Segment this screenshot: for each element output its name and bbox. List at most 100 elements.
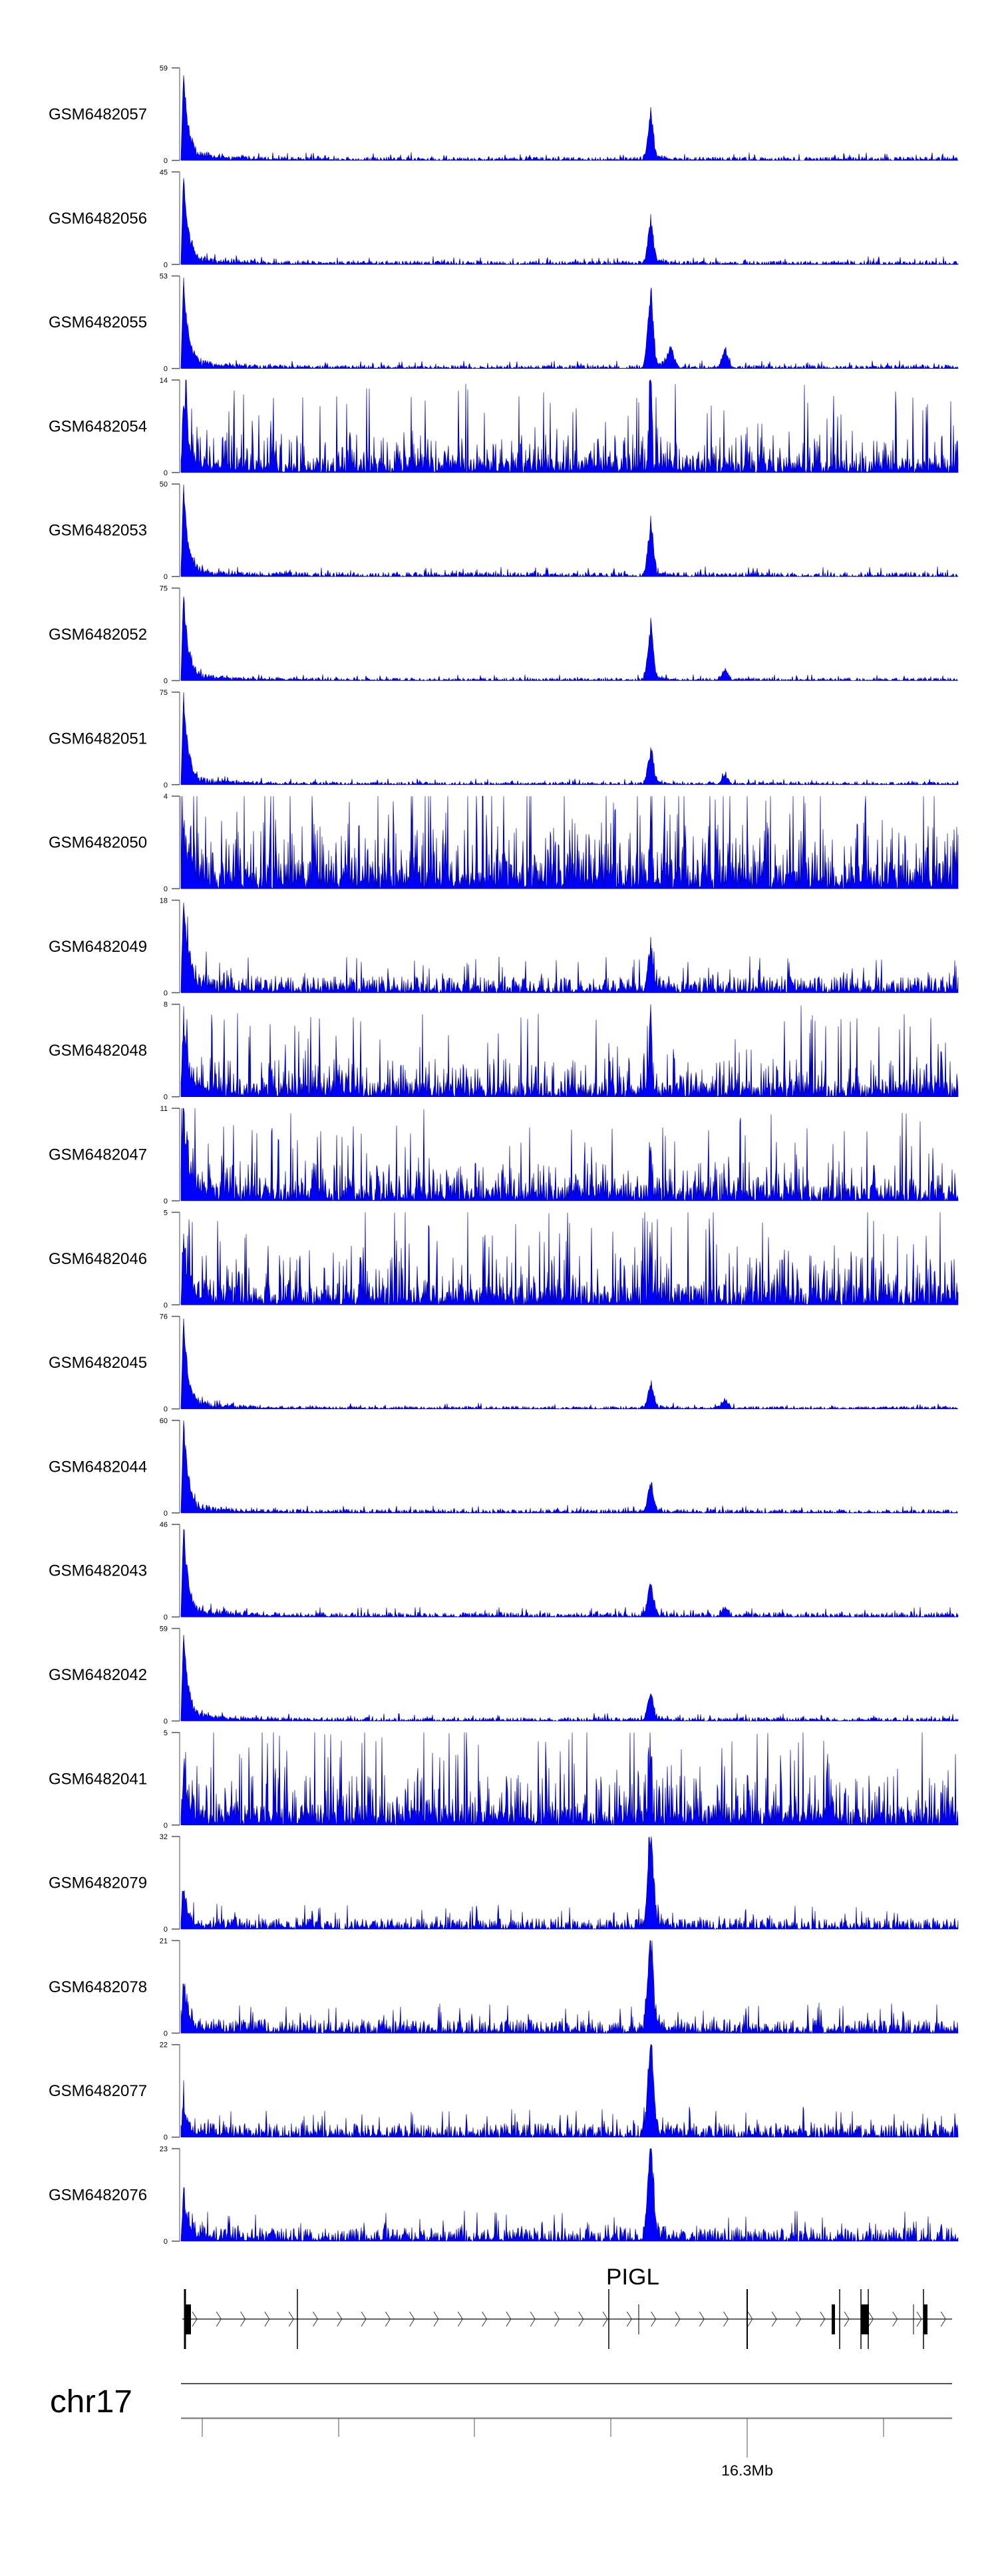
track-GSM6482078: GSM6482078 21 0 (49, 1937, 959, 2038)
signal-area (180, 1318, 959, 1410)
signal-area (180, 379, 959, 473)
strand-chevron-icon (288, 2311, 294, 2327)
y-max-label: 18 (160, 897, 168, 905)
signal-area (180, 1836, 959, 1930)
track-GSM6482046: GSM6482046 5 0 (49, 1209, 959, 1309)
track-GSM6482045: GSM6482045 76 0 (49, 1313, 959, 1414)
exon-box (923, 2304, 927, 2334)
track-GSM6482042: GSM6482042 59 0 (49, 1625, 959, 1726)
y-max-label: 59 (160, 1625, 168, 1633)
track-label: GSM6482078 (49, 1978, 147, 1996)
y-max-label: 76 (160, 1313, 168, 1321)
track-GSM6482055: GSM6482055 53 0 (49, 273, 959, 373)
signal-area (180, 2148, 959, 2243)
y-max-label: 46 (160, 1521, 168, 1529)
y-zero-label: 0 (164, 1510, 168, 1518)
y-zero-label: 0 (164, 573, 168, 581)
signal-area (180, 1108, 959, 1202)
exon-box (832, 2304, 835, 2334)
strand-chevron-icon (771, 2311, 777, 2327)
strand-chevron-icon (675, 2311, 681, 2327)
signal-area (180, 1635, 959, 1722)
y-max-label: 32 (160, 1833, 168, 1841)
y-zero-label: 0 (164, 2238, 168, 2246)
signal-area (180, 2044, 959, 2138)
strand-chevron-icon (337, 2311, 343, 2327)
track-label: GSM6482042 (49, 1666, 147, 1684)
track-label: GSM6482048 (49, 1042, 147, 1060)
track-GSM6482043: GSM6482043 46 0 (49, 1521, 959, 1621)
y-zero-label: 0 (164, 1094, 168, 1102)
y-zero-label: 0 (164, 1613, 168, 1621)
track-GSM6482077: GSM6482077 22 0 (49, 2041, 959, 2142)
y-zero-label: 0 (164, 885, 168, 893)
strand-chevron-icon (796, 2311, 802, 2327)
y-zero-label: 0 (164, 261, 168, 269)
signal-area (180, 277, 959, 369)
exon-box (186, 2304, 191, 2334)
signal-area (180, 1212, 959, 1306)
y-max-label: 22 (160, 2041, 168, 2049)
strand-chevron-icon (530, 2311, 536, 2327)
y-max-label: 59 (160, 65, 168, 73)
y-max-label: 8 (164, 1001, 168, 1009)
axis-tick-label: 16.3Mb (721, 2462, 773, 2479)
y-max-label: 5 (164, 1209, 168, 1217)
strand-chevron-icon (361, 2311, 367, 2327)
strand-chevron-icon (940, 2311, 946, 2327)
signal-area (180, 1940, 959, 2034)
track-GSM6482079: GSM6482079 32 0 (49, 1833, 959, 1934)
strand-chevron-icon (578, 2311, 584, 2327)
track-label: GSM6482055 (49, 314, 147, 331)
track-GSM6482051: GSM6482051 75 0 (49, 689, 959, 789)
y-max-label: 23 (160, 2145, 168, 2153)
track-GSM6482044: GSM6482044 60 0 (49, 1417, 959, 1518)
y-zero-label: 0 (164, 1822, 168, 1830)
strand-chevron-icon (506, 2311, 512, 2327)
signal-area (180, 1420, 959, 1514)
track-label: GSM6482054 (49, 417, 147, 435)
signal-area (180, 1529, 959, 1618)
track-label: GSM6482057 (49, 106, 147, 124)
strand-chevron-icon (264, 2311, 270, 2327)
y-max-label: 75 (160, 585, 168, 593)
y-zero-label: 0 (164, 1301, 168, 1309)
signal-area (180, 902, 959, 994)
y-max-label: 11 (160, 1105, 168, 1113)
signal-area (180, 1004, 959, 1098)
y-zero-label: 0 (164, 1718, 168, 1726)
y-zero-label: 0 (164, 989, 168, 997)
signal-area (180, 596, 959, 682)
track-GSM6482053: GSM6482053 50 0 (49, 481, 959, 581)
track-label: GSM6482050 (49, 834, 147, 852)
strand-chevron-icon (482, 2311, 488, 2327)
signal-area (180, 1732, 959, 1826)
y-max-label: 75 (160, 689, 168, 697)
y-zero-label: 0 (164, 365, 168, 373)
track-label: GSM6482077 (49, 2082, 147, 2100)
y-zero-label: 0 (164, 1197, 168, 1205)
chromosome-label: chr17 (50, 2384, 132, 2420)
y-zero-label: 0 (164, 1926, 168, 1934)
strand-chevron-icon (626, 2311, 632, 2327)
strand-chevron-icon (554, 2311, 560, 2327)
exon-box (861, 2304, 869, 2334)
y-max-label: 14 (160, 377, 168, 385)
track-GSM6482050: GSM6482050 4 0 (49, 793, 959, 893)
track-label: GSM6482047 (49, 1146, 147, 1164)
y-max-label: 60 (160, 1417, 168, 1425)
track-GSM6482052: GSM6482052 75 0 (49, 585, 959, 686)
track-label: GSM6482043 (49, 1562, 147, 1580)
strand-chevron-icon (192, 2311, 198, 2327)
track-label: GSM6482049 (49, 938, 147, 956)
track-GSM6482076: GSM6482076 23 0 (49, 2145, 959, 2246)
track-label: GSM6482044 (49, 1458, 147, 1476)
track-label: GSM6482046 (49, 1250, 147, 1268)
y-max-label: 5 (164, 1729, 168, 1737)
track-GSM6482056: GSM6482056 45 0 (49, 168, 959, 269)
genome-axis: chr17 16.3Mb (50, 2383, 952, 2479)
strand-chevron-icon (844, 2311, 850, 2327)
signal-area (180, 692, 959, 785)
track-label: GSM6482045 (49, 1354, 147, 1372)
